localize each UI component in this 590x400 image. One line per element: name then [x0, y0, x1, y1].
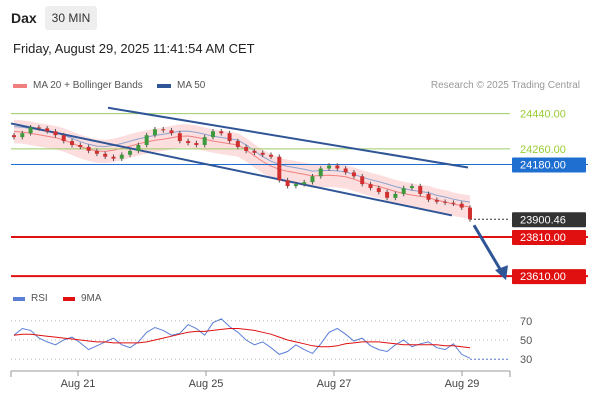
ma50-line — [13, 126, 471, 203]
candle-body-39 — [335, 165, 340, 169]
candle-body-46 — [393, 193, 398, 198]
candle-body-7 — [70, 141, 75, 145]
datetime-label: Friday, August 29, 2025 11:41:54 AM CET — [13, 41, 255, 56]
candle-body-6 — [61, 135, 66, 142]
level-label-4: 23810.00 — [520, 232, 566, 244]
candle-body-41 — [351, 172, 356, 177]
candle-body-2 — [28, 127, 33, 134]
legend-9ma: 9MA — [63, 293, 102, 304]
ma9-swatch — [63, 296, 75, 301]
level-box-5 — [512, 269, 586, 285]
candle-body-49 — [418, 186, 423, 194]
candle-body-18 — [161, 129, 166, 131]
rsi-level-label-1: 50 — [520, 335, 532, 347]
candle-body-17 — [152, 129, 157, 136]
candle-body-37 — [318, 168, 323, 177]
candle-body-24 — [210, 131, 215, 138]
x-tick-label-2: Aug 27 — [317, 378, 352, 390]
level-box-2 — [512, 157, 586, 173]
legend-ma50: MA 50 — [157, 80, 205, 91]
channel-upper — [107, 106, 469, 169]
candle-body-50 — [426, 193, 431, 200]
candle-body-0 — [12, 135, 16, 138]
candle-body-27 — [235, 141, 240, 147]
candle-body-44 — [376, 188, 381, 192]
x-tick-label-1: Aug 25 — [189, 378, 224, 390]
candle-body-15 — [136, 144, 141, 151]
candle-body-12 — [111, 156, 116, 159]
level-label-2: 24180.00 — [520, 160, 566, 172]
candle-body-23 — [202, 137, 207, 145]
ma50-swatch — [157, 83, 171, 88]
legend-ma20: MA 20 + Bollinger Bands — [13, 80, 143, 91]
x-tick-label-3: Aug 29 — [445, 378, 480, 390]
candle-body-25 — [219, 131, 224, 134]
level-label-5: 23610.00 — [520, 271, 566, 283]
candle-body-11 — [103, 153, 108, 157]
candle-body-35 — [302, 182, 307, 185]
candle-body-20 — [177, 133, 182, 142]
candle-body-54 — [459, 203, 464, 208]
level-label-3: 23900.46 — [520, 214, 566, 226]
candle-body-31 — [269, 154, 274, 157]
candle-body-47 — [401, 188, 406, 194]
candle-body-22 — [194, 143, 199, 145]
rsi-label: RSI — [31, 293, 48, 304]
ma50-label: MA 50 — [177, 80, 206, 91]
rsi-level-label-2: 30 — [520, 354, 532, 366]
candle-body-55 — [468, 207, 472, 220]
candle-body-48 — [409, 186, 414, 189]
level-label-0: 24440.00 — [520, 109, 566, 121]
candle-body-52 — [443, 201, 448, 203]
channel-lower — [10, 122, 453, 217]
candle-body-36 — [310, 176, 315, 183]
rsi-level-label-0: 70 — [520, 316, 532, 328]
level-box-4 — [512, 229, 586, 245]
candle-body-32 — [277, 156, 282, 181]
candle-body-28 — [244, 146, 249, 151]
rsi-swatch — [13, 296, 25, 301]
candle-body-34 — [293, 184, 298, 187]
ma9-label: 9MA — [81, 293, 102, 304]
candle-body-33 — [285, 180, 290, 187]
candle-body-1 — [20, 133, 25, 138]
ma20-label: MA 20 + Bollinger Bands — [33, 80, 143, 91]
candle-body-14 — [128, 150, 133, 155]
forecast-arrowhead — [495, 265, 508, 281]
candle-body-19 — [169, 130, 174, 134]
candle-body-9 — [86, 146, 91, 151]
timeframe-button[interactable]: 30 MIN — [45, 6, 97, 30]
candle-body-8 — [78, 144, 83, 147]
candle-body-5 — [53, 131, 58, 136]
rsi-line — [13, 318, 471, 359]
candle-body-26 — [227, 133, 232, 142]
candle-body-51 — [434, 199, 439, 202]
candle-body-13 — [119, 154, 124, 159]
candle-body-45 — [385, 191, 390, 198]
ma20-swatch — [13, 83, 27, 88]
forecast-arrow-shaft — [472, 224, 505, 275]
symbol-label: Dax — [11, 10, 37, 26]
candle-body-3 — [36, 127, 41, 129]
level-box-3 — [512, 212, 586, 228]
candle-body-38 — [327, 165, 332, 169]
candle-body-53 — [451, 202, 456, 204]
candle-body-40 — [343, 168, 348, 173]
x-tick-label-0: Aug 21 — [61, 378, 96, 390]
candle-body-10 — [94, 150, 99, 154]
candle-body-16 — [144, 135, 149, 145]
candle-body-21 — [186, 141, 191, 144]
legend-rsi: RSI — [13, 293, 48, 304]
rsi-ma9-line — [13, 328, 471, 349]
candle-body-29 — [252, 150, 257, 153]
chart-header: Dax 30 MIN — [0, 0, 590, 34]
candle-body-30 — [260, 152, 265, 155]
bollinger-band — [14, 119, 470, 219]
candle-body-42 — [360, 176, 365, 185]
level-label-1: 24260.00 — [520, 144, 566, 156]
candle-body-43 — [368, 184, 373, 189]
copyright-label: Research © 2025 Trading Central — [430, 80, 580, 91]
candle-body-4 — [45, 128, 50, 132]
